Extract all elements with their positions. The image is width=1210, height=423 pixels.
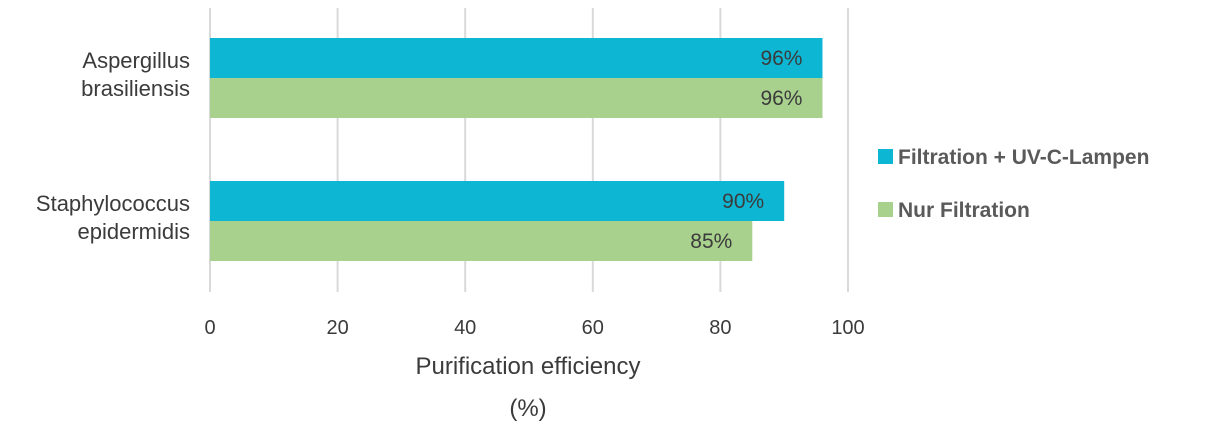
x-tick-labels: 0 20 40 60 80 100: [204, 317, 864, 339]
x-axis-title-line-2: (%): [509, 395, 546, 422]
data-labels: 96% 96% 90% 85%: [690, 47, 802, 253]
category-labels: Aspergillus brasiliensis Staphylococcus epi…: [36, 48, 190, 244]
x-tick-label: 0: [204, 317, 215, 339]
x-tick-label: 100: [831, 317, 864, 339]
bar: [210, 78, 823, 118]
x-axis-title-line-1: Purification efficiency: [416, 353, 641, 380]
category-label: Staphylococcus: [36, 191, 190, 216]
category-label: Aspergillus: [82, 48, 190, 73]
data-label: 85%: [690, 230, 732, 253]
x-tick-label: 60: [582, 317, 604, 339]
bars: [210, 38, 823, 261]
legend-swatch: [878, 149, 893, 164]
x-tick-label: 80: [709, 317, 731, 339]
legend-swatch: [878, 202, 893, 217]
data-label: 96%: [760, 87, 802, 110]
legend-label: Nur Filtration: [898, 199, 1030, 222]
bar: [210, 38, 823, 78]
bar: [210, 181, 785, 221]
category-label: brasiliensis: [81, 76, 190, 101]
legend: Filtration + UV-C-Lampen Nur Filtration: [878, 146, 1149, 222]
x-tick-label: 20: [326, 317, 348, 339]
bar: [210, 221, 753, 261]
x-tick-label: 40: [454, 317, 476, 339]
category-label: epidermidis: [78, 219, 191, 244]
data-label: 90%: [722, 190, 764, 213]
legend-label: Filtration + UV-C-Lampen: [898, 146, 1149, 169]
data-label: 96%: [760, 47, 802, 70]
